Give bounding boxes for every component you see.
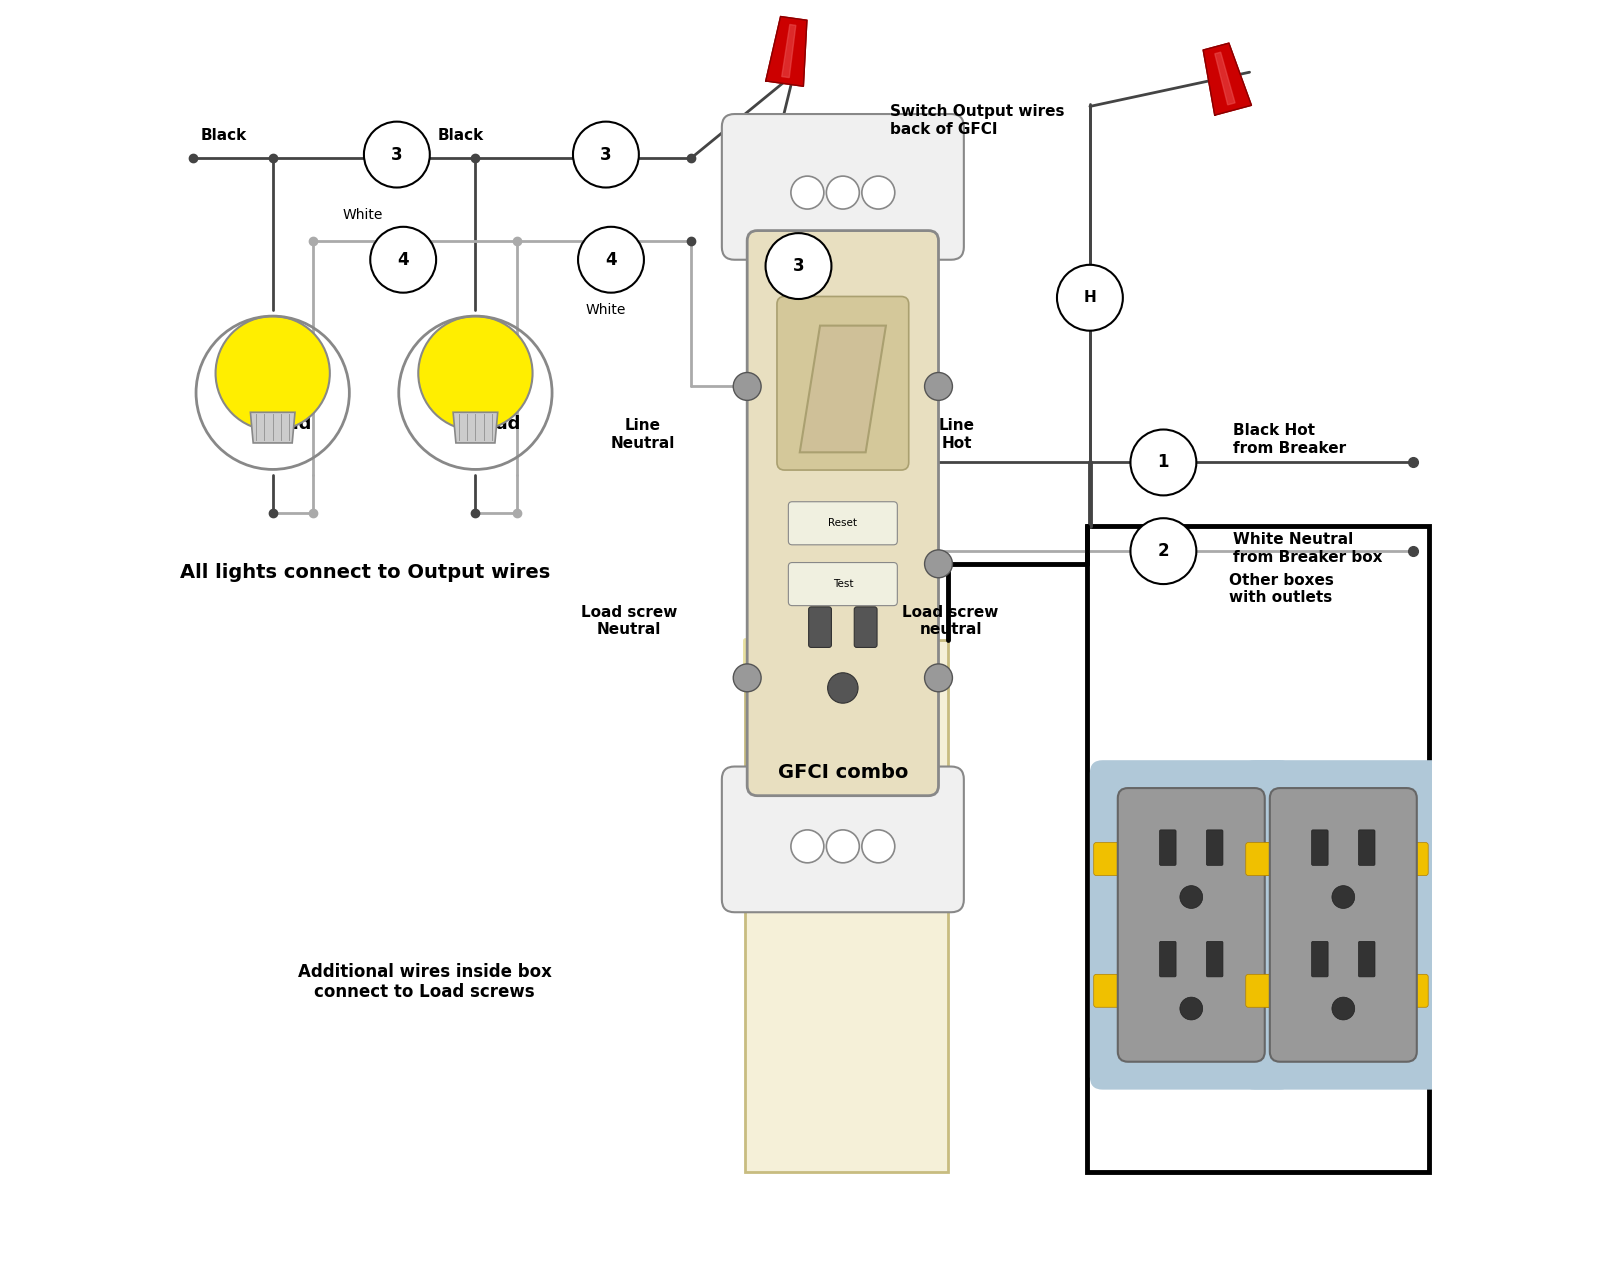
FancyBboxPatch shape [1246, 843, 1274, 875]
Text: White: White [342, 208, 383, 223]
Circle shape [791, 176, 824, 209]
FancyBboxPatch shape [1094, 843, 1121, 875]
Circle shape [573, 122, 639, 188]
Text: White: White [586, 303, 626, 318]
Polygon shape [765, 16, 806, 86]
Circle shape [791, 830, 824, 863]
FancyBboxPatch shape [789, 563, 898, 606]
FancyBboxPatch shape [1270, 788, 1417, 1062]
FancyBboxPatch shape [778, 296, 909, 470]
Polygon shape [454, 412, 498, 443]
Text: 3: 3 [600, 146, 612, 163]
Text: Test: Test [832, 579, 853, 589]
Circle shape [578, 227, 644, 293]
Circle shape [1332, 886, 1354, 908]
FancyBboxPatch shape [1206, 941, 1223, 977]
FancyBboxPatch shape [1311, 941, 1329, 977]
Text: Line
Neutral: Line Neutral [610, 418, 676, 451]
Circle shape [925, 550, 952, 578]
FancyBboxPatch shape [1311, 830, 1329, 865]
Polygon shape [1088, 526, 1429, 1172]
FancyBboxPatch shape [808, 607, 832, 647]
Circle shape [1131, 430, 1196, 495]
Circle shape [765, 233, 832, 299]
Circle shape [371, 227, 436, 293]
Circle shape [1131, 518, 1196, 584]
Text: 1: 1 [1158, 454, 1169, 471]
Text: Line
Hot: Line Hot [939, 418, 974, 451]
Polygon shape [800, 326, 886, 452]
Text: 4: 4 [398, 251, 409, 269]
Text: Black: Black [438, 128, 484, 143]
FancyBboxPatch shape [1246, 974, 1274, 1007]
Circle shape [826, 830, 859, 863]
FancyBboxPatch shape [747, 231, 939, 796]
Text: 3: 3 [391, 146, 402, 163]
Text: Black Hot
from Breaker: Black Hot from Breaker [1233, 423, 1346, 456]
Text: 3: 3 [792, 257, 805, 275]
FancyBboxPatch shape [1401, 843, 1428, 875]
Circle shape [925, 664, 952, 692]
FancyBboxPatch shape [789, 502, 898, 545]
Circle shape [1180, 997, 1203, 1020]
Text: Load: Load [473, 416, 521, 433]
FancyBboxPatch shape [1249, 843, 1276, 875]
Circle shape [733, 664, 762, 692]
Text: Black: Black [201, 128, 246, 143]
Polygon shape [746, 640, 949, 1172]
Circle shape [862, 176, 894, 209]
Circle shape [1057, 265, 1123, 331]
Text: H: H [1083, 290, 1096, 305]
FancyBboxPatch shape [1242, 760, 1445, 1090]
FancyBboxPatch shape [722, 114, 965, 260]
Circle shape [826, 176, 859, 209]
FancyBboxPatch shape [1206, 830, 1223, 865]
FancyBboxPatch shape [1118, 788, 1265, 1062]
Text: Reset: Reset [829, 518, 858, 528]
Text: 2: 2 [1158, 542, 1169, 560]
Circle shape [1332, 997, 1354, 1020]
FancyBboxPatch shape [854, 607, 877, 647]
Text: Switch Output wires
back of GFCI: Switch Output wires back of GFCI [890, 104, 1064, 137]
FancyBboxPatch shape [1094, 974, 1121, 1007]
Circle shape [925, 372, 952, 400]
FancyBboxPatch shape [1089, 760, 1292, 1090]
Text: White Neutral
from Breaker box: White Neutral from Breaker box [1233, 532, 1383, 565]
Text: Additional wires inside box
connect to Load screws: Additional wires inside box connect to L… [297, 963, 551, 1001]
Text: GFCI combo: GFCI combo [778, 764, 909, 782]
FancyBboxPatch shape [1401, 974, 1428, 1007]
FancyBboxPatch shape [1249, 974, 1276, 1007]
Polygon shape [781, 24, 795, 77]
FancyBboxPatch shape [722, 767, 965, 912]
Polygon shape [251, 412, 295, 443]
Text: 4: 4 [605, 251, 616, 269]
Circle shape [216, 317, 331, 431]
FancyBboxPatch shape [1359, 941, 1375, 977]
Circle shape [418, 317, 532, 431]
Circle shape [862, 830, 894, 863]
FancyBboxPatch shape [1159, 830, 1175, 865]
Text: Load screw
neutral: Load screw neutral [902, 604, 998, 637]
Text: Other boxes
with outlets: Other boxes with outlets [1230, 573, 1333, 606]
FancyBboxPatch shape [1159, 941, 1175, 977]
Text: Load: Load [264, 416, 311, 433]
Text: Load screw
Neutral: Load screw Neutral [581, 604, 677, 637]
Polygon shape [1215, 52, 1234, 105]
Circle shape [827, 673, 858, 703]
Text: All lights connect to Output wires: All lights connect to Output wires [180, 564, 551, 582]
Circle shape [733, 372, 762, 400]
Polygon shape [1203, 43, 1252, 115]
FancyBboxPatch shape [1359, 830, 1375, 865]
Circle shape [364, 122, 430, 188]
Circle shape [1180, 886, 1203, 908]
